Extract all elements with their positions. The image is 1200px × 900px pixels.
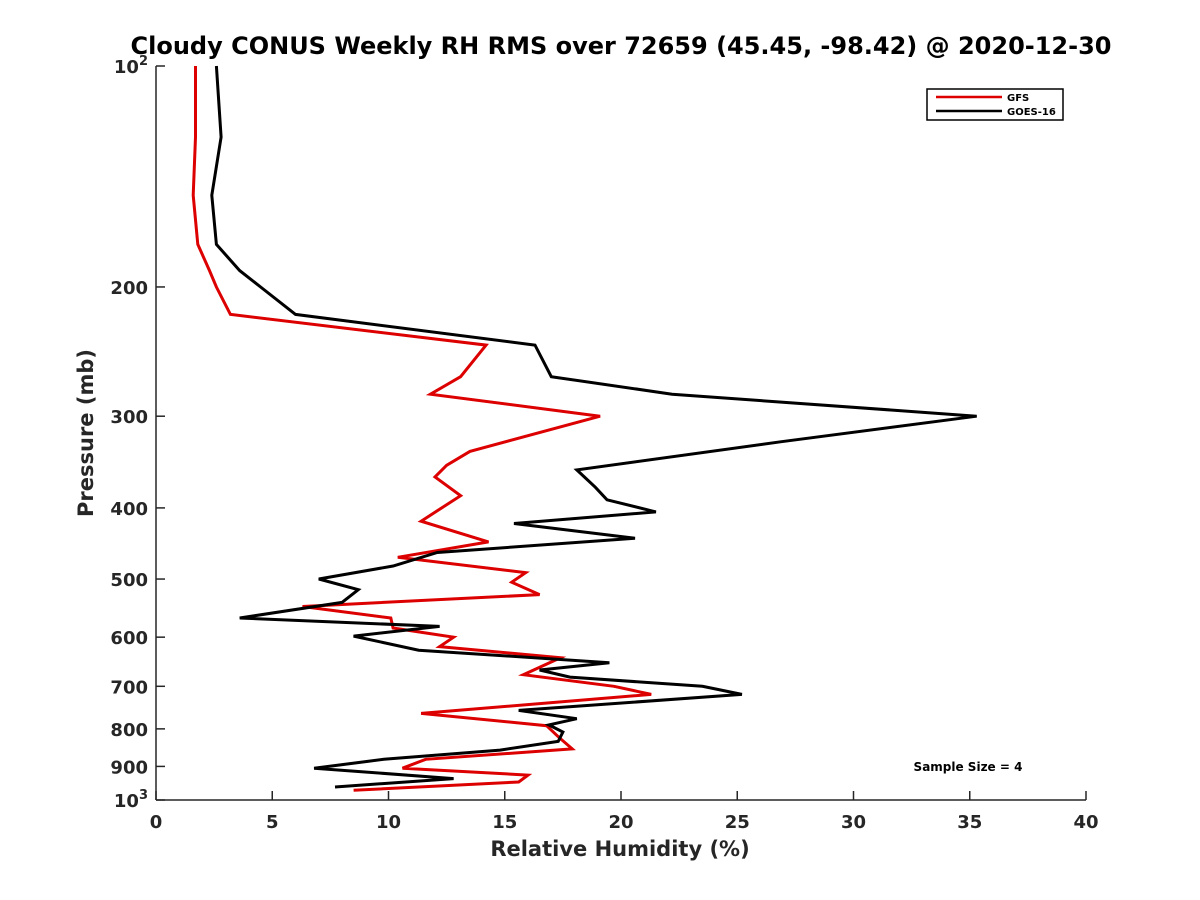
y-tick-label: 102 bbox=[114, 54, 148, 78]
legend-label-goes16: GOES-16 bbox=[1007, 107, 1056, 118]
y-tick-label: 400 bbox=[110, 499, 148, 520]
axes-layer bbox=[155, 66, 1086, 801]
series-line-gfs bbox=[191, 66, 652, 792]
y-axis-label: Pressure (mb) bbox=[74, 349, 98, 517]
y-tick-label: 900 bbox=[110, 757, 148, 778]
x-tick-label: 30 bbox=[841, 812, 866, 833]
x-tick-label: 0 bbox=[150, 812, 163, 833]
series-line-goes16 bbox=[210, 65, 977, 789]
y-tick-label: 600 bbox=[110, 628, 148, 649]
chart-title: Cloudy CONUS Weekly RH RMS over 72659 (4… bbox=[131, 32, 1112, 60]
x-tick-label: 5 bbox=[266, 812, 279, 833]
y-tick-label: 700 bbox=[110, 677, 148, 698]
x-tick-label: 35 bbox=[957, 812, 982, 833]
y-tick-label: 500 bbox=[110, 570, 148, 591]
y-tick-label: 800 bbox=[110, 720, 148, 741]
x-tick-label: 15 bbox=[492, 812, 517, 833]
series-layer bbox=[191, 65, 977, 792]
legend-box bbox=[926, 88, 1064, 121]
ticks-layer: 0 5 10 15 20 25 30 35 40 102 200 300 400 500 600 700 800… bbox=[110, 54, 1098, 833]
x-tick-label: 20 bbox=[608, 812, 633, 833]
y-tick-label: 103 bbox=[114, 788, 148, 812]
legend-label-gfs: GFS bbox=[1007, 93, 1029, 104]
y-tick-label: 300 bbox=[110, 407, 148, 428]
legend: GFS GOES-16 bbox=[926, 88, 1064, 121]
x-tick-label: 40 bbox=[1073, 812, 1098, 833]
sample-size-annotation: Sample Size = 4 bbox=[914, 760, 1023, 774]
x-tick-label: 10 bbox=[376, 812, 401, 833]
x-tick-label: 25 bbox=[725, 812, 750, 833]
x-axis-label: Relative Humidity (%) bbox=[490, 837, 749, 861]
y-tick-label: 200 bbox=[110, 278, 148, 299]
